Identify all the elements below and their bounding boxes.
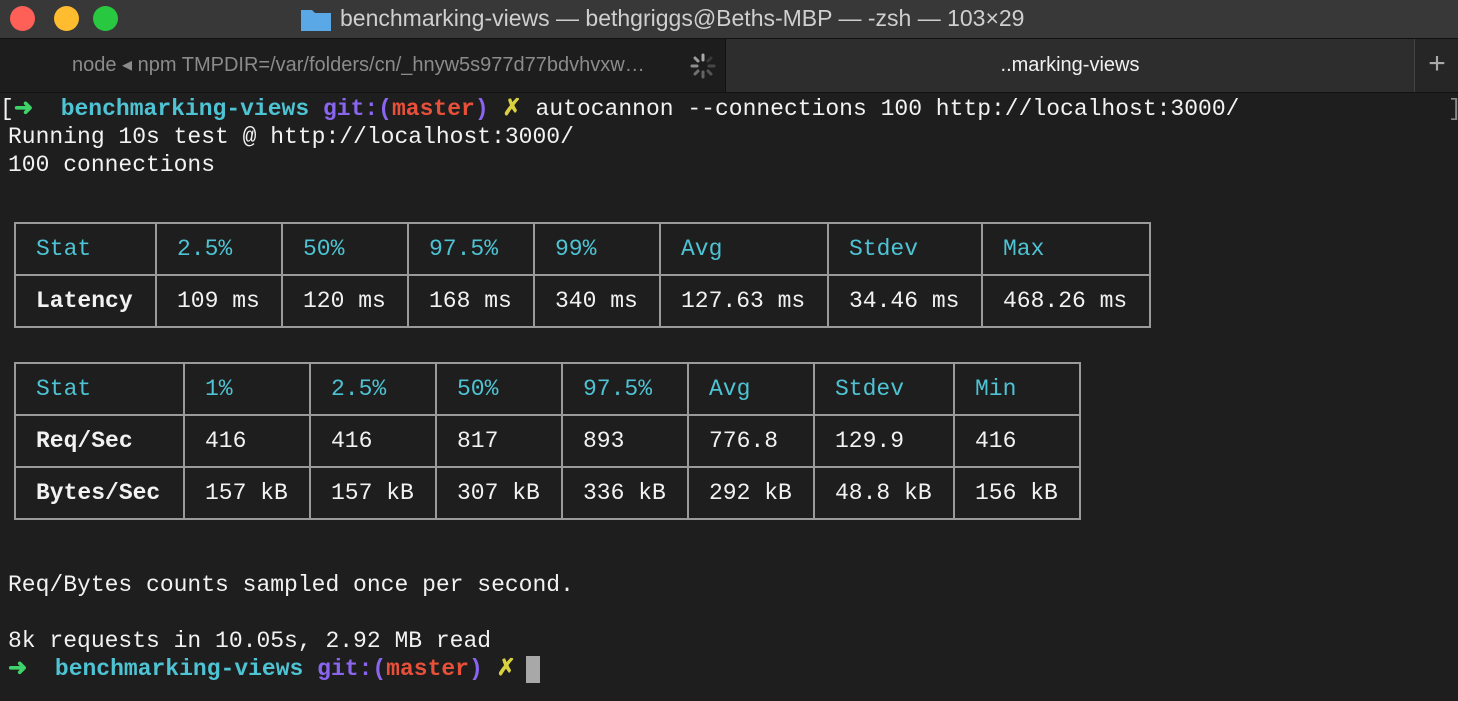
tab[interactable]: node ◂ npm TMPDIR=/var/folders/cn/_hnyw5… [0,39,726,92]
table-row: Stat 1% 2.5% 50% 97.5% Avg Stdev Min [14,362,1081,416]
git-branch: master [391,96,475,122]
table-cell: 307 kB [435,466,563,520]
bracket: [ [0,96,14,122]
header-cell: 97.5% [561,362,689,416]
table-cell: 468.26 ms [981,274,1151,328]
throughput-table: Stat 1% 2.5% 50% 97.5% Avg Stdev Min Req/Sec 416 4… [14,362,1081,520]
tab-bar: node ◂ npm TMPDIR=/var/folders/cn/_hnyw5… [0,38,1458,93]
table-cell: 336 kB [561,466,689,520]
table-cell: 120 ms [281,274,409,328]
table-cell: 48.8 kB [813,466,955,520]
git-label: ) [469,656,483,682]
table-cell: 340 ms [533,274,661,328]
output-line: 100 connections [8,152,216,178]
table-cell: 416 [953,414,1081,468]
table-cell: 292 kB [687,466,815,520]
table-cell: 893 [561,414,689,468]
table-cell: 817 [435,414,563,468]
prompt-line: [➜ benchmarking-views git:(master) ✗ aut… [0,95,1239,123]
output-line: Req/Bytes counts sampled once per second… [8,572,574,598]
header-cell: Stdev [813,362,955,416]
header-cell: 1% [183,362,311,416]
spinner-icon [690,53,716,79]
table-cell: 127.63 ms [659,274,829,328]
minimize-button[interactable] [54,6,79,31]
directory: benchmarking-views [54,656,304,682]
header-cell: 50% [281,222,409,276]
cursor [526,656,540,683]
table-row: Req/Sec 416 416 817 893 776.8 129.9 416 [14,414,1081,468]
git-label: git:( [322,96,392,122]
latency-table: Stat 2.5% 50% 97.5% 99% Avg Stdev Max Latency 109… [14,222,1151,328]
directory: benchmarking-views [60,96,310,122]
header-cell: 99% [533,222,661,276]
window-title: benchmarking-views — bethgriggs@Beths-MB… [340,5,1025,31]
folder-icon [301,10,331,31]
header-cell: Avg [687,362,815,416]
new-tab-button[interactable]: + [1414,39,1458,92]
tab-label: ..marking-views [1000,54,1140,76]
bracket: ] [1448,95,1458,123]
header-cell: Avg [659,222,829,276]
title-bar: benchmarking-views — bethgriggs@Beths-MB… [0,0,1458,38]
table-cell: 416 [309,414,437,468]
header-cell: Max [981,222,1151,276]
table-cell: 157 kB [309,466,437,520]
table-row: Bytes/Sec 157 kB 157 kB 307 kB 336 kB 292 kB 4… [14,466,1081,520]
row-label: Req/Sec [14,414,185,468]
command: autocannon --connections 100 http://loca… [535,96,1240,122]
header-cell: 50% [435,362,563,416]
header-cell: Min [953,362,1081,416]
dirty-mark: ✗ [502,96,522,122]
row-label: Latency [14,274,157,328]
git-label: git:( [317,656,387,682]
table-cell: 109 ms [155,274,283,328]
prompt-arrow: ➜ [8,656,28,682]
prompt-arrow: ➜ [13,96,34,122]
table-cell: 157 kB [183,466,311,520]
header-cell: Stat [14,362,185,416]
table-cell: 129.9 [813,414,955,468]
zoom-button[interactable] [93,6,118,31]
close-button[interactable] [10,6,35,31]
git-label: ) [474,96,489,122]
output-line: Running 10s test @ http://localhost:3000… [8,124,574,150]
table-row: Stat 2.5% 50% 97.5% 99% Avg Stdev Max [14,222,1151,276]
tab-label: node ◂ npm TMPDIR=/var/folders/cn/_hnyw5… [72,54,645,76]
table-cell: 416 [183,414,311,468]
table-row: Latency 109 ms 120 ms 168 ms 340 ms 127.63 ms… [14,274,1151,328]
tab[interactable]: ..marking-views [726,39,1414,92]
row-label: Bytes/Sec [14,466,185,520]
git-branch: master [386,656,469,682]
header-cell: 97.5% [407,222,535,276]
header-cell: Stdev [827,222,983,276]
table-cell: 776.8 [687,414,815,468]
table-cell: 34.46 ms [827,274,983,328]
table-cell: 168 ms [407,274,535,328]
prompt-line: ➜ benchmarking-views git:(master) ✗ [8,655,516,683]
header-cell: 2.5% [155,222,283,276]
dirty-mark: ✗ [496,656,516,682]
output-line: 8k requests in 10.05s, 2.92 MB read [8,628,492,654]
table-cell: 156 kB [953,466,1081,520]
header-cell: 2.5% [309,362,437,416]
header-cell: Stat [14,222,157,276]
